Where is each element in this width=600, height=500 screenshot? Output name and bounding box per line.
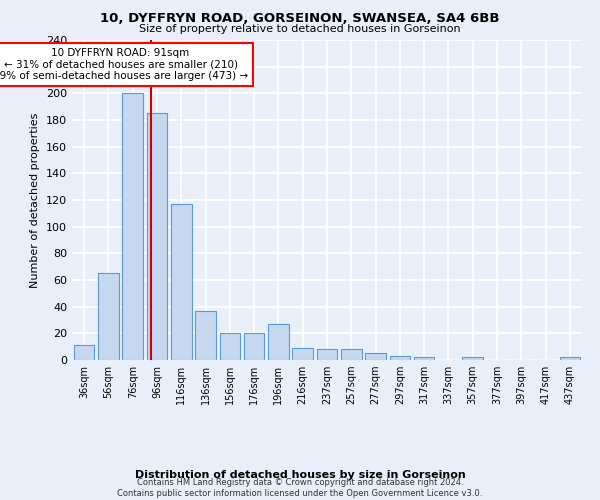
Bar (560, 358, 580, 360)
Bar (195, 310, 216, 360)
Bar (220, 334, 240, 360)
Y-axis label: Number of detached properties: Number of detached properties (31, 112, 40, 288)
Text: Distribution of detached houses by size in Gorseinon: Distribution of detached houses by size … (134, 470, 466, 480)
Bar (244, 334, 265, 360)
Bar (341, 350, 362, 360)
Text: Contains HM Land Registry data © Crown copyright and database right 2024.
Contai: Contains HM Land Registry data © Crown c… (118, 478, 482, 498)
Bar (389, 356, 410, 360)
Bar (414, 358, 434, 360)
Bar (146, 114, 167, 360)
Text: Size of property relative to detached houses in Gorseinon: Size of property relative to detached ho… (139, 24, 461, 34)
Bar (74, 346, 94, 360)
Text: 10 DYFFRYN ROAD: 91sqm
← 31% of detached houses are smaller (210)
69% of semi-de: 10 DYFFRYN ROAD: 91sqm ← 31% of detached… (0, 48, 248, 81)
Bar (317, 350, 337, 360)
Bar (268, 324, 289, 360)
Bar (292, 348, 313, 360)
Text: 10, DYFFRYN ROAD, GORSEINON, SWANSEA, SA4 6BB: 10, DYFFRYN ROAD, GORSEINON, SWANSEA, SA… (100, 12, 500, 26)
Bar (98, 274, 119, 360)
Bar (171, 204, 191, 360)
Bar (463, 358, 483, 360)
Bar (365, 354, 386, 360)
Bar (122, 94, 143, 360)
